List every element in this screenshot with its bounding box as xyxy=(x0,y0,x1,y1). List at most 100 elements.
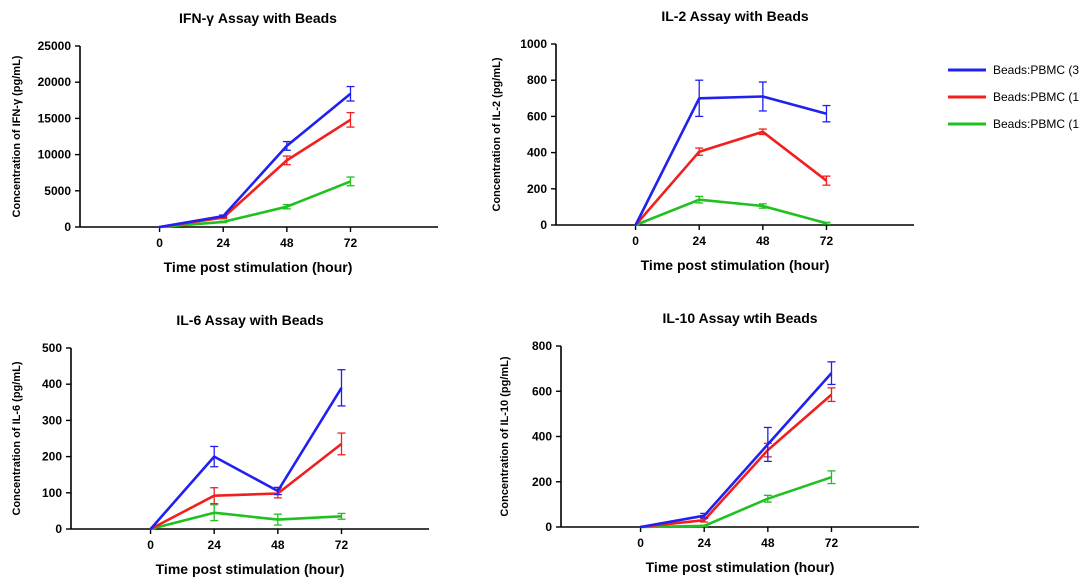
error-bar xyxy=(695,195,704,204)
error-bar xyxy=(282,140,291,151)
x-axis-label: Time post stimulation (hour) xyxy=(641,257,830,273)
error-bar xyxy=(822,175,831,186)
chart-panel-3: IL-10 Assay wtih Beads 0 200 400 600 800 0 24 48… xyxy=(499,310,919,575)
series-line xyxy=(159,180,351,229)
x-tick-label: 72 xyxy=(335,538,349,552)
error-bar xyxy=(346,176,355,187)
x-tick-label: 24 xyxy=(217,236,231,250)
error-bar xyxy=(700,512,709,519)
series-2 xyxy=(158,176,355,229)
chart-panels: IFN-γ Assay with Beads050001000015000200… xyxy=(11,8,919,577)
y-tick-label: 400 xyxy=(532,430,552,444)
error-bar xyxy=(210,445,219,468)
series-1 xyxy=(149,432,346,531)
series-line xyxy=(640,475,832,529)
y-tick-label: 0 xyxy=(64,220,71,234)
chart-panel-0: IFN-γ Assay with Beads 0 5000 10000 15000 200… xyxy=(11,10,438,275)
legend-label: Beads:PBMC (1:1) xyxy=(993,90,1080,104)
x-tick-label: 48 xyxy=(271,538,285,552)
series-line xyxy=(635,198,827,227)
error-bar xyxy=(822,221,831,225)
series-0 xyxy=(639,361,836,529)
series-0 xyxy=(634,79,831,227)
series-line xyxy=(640,393,833,529)
error-bar xyxy=(695,79,704,118)
x-axis-label: Time post stimulation (hour) xyxy=(156,561,345,577)
x-tick-label: 0 xyxy=(147,538,154,552)
x-tick-label: 48 xyxy=(280,236,294,250)
data-point xyxy=(149,527,152,531)
chart-title: IL-6 Assay with Beads xyxy=(176,312,324,328)
series-1 xyxy=(158,111,355,229)
error-bar xyxy=(822,104,831,123)
x-tick-label: 24 xyxy=(693,234,707,248)
y-tick-label: 600 xyxy=(532,384,552,398)
y-tick-label: 0 xyxy=(545,520,552,534)
x-tick-label: 48 xyxy=(756,234,770,248)
error-bar xyxy=(273,513,282,526)
series-line xyxy=(149,442,343,531)
error-bar xyxy=(273,486,282,496)
x-axis-label: Time post stimulation (hour) xyxy=(164,259,353,275)
series-line xyxy=(634,95,827,226)
error-bar xyxy=(758,128,767,136)
y-tick-label: 0 xyxy=(55,522,62,536)
y-tick-label: 800 xyxy=(532,339,552,353)
x-tick-label: 0 xyxy=(156,236,163,250)
y-tick-label: 300 xyxy=(42,413,62,427)
y-tick-label: 400 xyxy=(527,146,547,160)
y-tick-label: 200 xyxy=(527,182,547,196)
legend-entry: Beads:PBMC (1:3) xyxy=(948,117,1080,131)
series-2 xyxy=(149,504,346,531)
error-bar xyxy=(695,147,704,156)
series-1 xyxy=(634,128,831,227)
y-axis-label: Concentration of IL-10 (pg/mL) xyxy=(499,356,511,516)
x-tick-label: 0 xyxy=(637,536,644,550)
y-tick-label: 20000 xyxy=(38,75,72,89)
series-0 xyxy=(149,369,346,531)
error-bar xyxy=(219,220,228,224)
y-tick-label: 100 xyxy=(42,486,62,500)
error-bar xyxy=(210,504,219,522)
data-point xyxy=(158,225,161,229)
x-tick-label: 24 xyxy=(698,536,712,550)
error-bar xyxy=(758,203,767,209)
error-bar xyxy=(346,85,355,102)
error-bar xyxy=(346,111,355,128)
series-line xyxy=(150,511,342,531)
error-bar xyxy=(282,203,291,210)
chart-panel-1: IL-2 Assay with Beads 0 200 400 600 800 1000 0 2… xyxy=(491,8,914,273)
y-tick-label: 200 xyxy=(532,475,552,489)
series-2 xyxy=(634,195,831,227)
y-tick-label: 10000 xyxy=(38,148,72,162)
error-bar xyxy=(763,494,772,503)
series-line xyxy=(640,372,833,529)
x-tick-label: 72 xyxy=(820,234,834,248)
y-tick-label: 15000 xyxy=(38,111,72,125)
y-axis-label: Concentration of IFN-γ (pg/mL) xyxy=(11,55,23,217)
error-bar xyxy=(337,512,346,520)
chart-title: IL-10 Assay wtih Beads xyxy=(662,310,817,326)
error-bar xyxy=(827,470,836,485)
legend: Beads:PBMC (3:1) Beads:PBMC (1:1) Beads:PB… xyxy=(948,63,1080,131)
legend-entry: Beads:PBMC (1:1) xyxy=(948,90,1080,104)
error-bar xyxy=(700,524,709,528)
y-tick-label: 800 xyxy=(527,73,547,87)
series-line xyxy=(634,130,828,226)
error-bar xyxy=(337,432,346,456)
y-axis-label: Concentration of IL-2 (pg/mL) xyxy=(491,57,503,211)
y-tick-label: 25000 xyxy=(38,39,72,53)
error-bar xyxy=(282,155,291,166)
legend-label: Beads:PBMC (1:3) xyxy=(993,117,1080,131)
legend-entry: Beads:PBMC (3:1) xyxy=(948,63,1080,77)
x-axis-label: Time post stimulation (hour) xyxy=(646,559,835,575)
y-axis-label: Concentration of IL-6 (pg/mL) xyxy=(11,361,23,515)
data-point xyxy=(639,525,642,529)
y-tick-label: 1000 xyxy=(520,37,547,51)
y-tick-label: 500 xyxy=(42,341,62,355)
y-tick-label: 600 xyxy=(527,109,547,123)
x-tick-label: 48 xyxy=(761,536,775,550)
chart-title: IL-2 Assay with Beads xyxy=(661,8,809,24)
x-tick-label: 0 xyxy=(632,234,639,248)
